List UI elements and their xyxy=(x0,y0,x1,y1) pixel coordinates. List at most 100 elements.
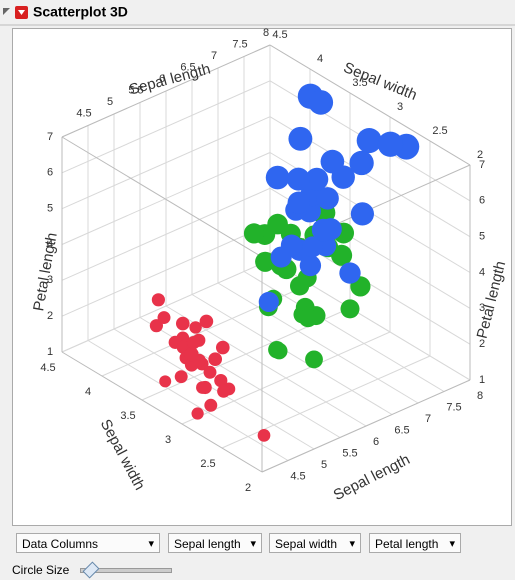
tick-label: 6.5 xyxy=(180,61,195,73)
point xyxy=(217,384,231,398)
box-edge xyxy=(61,44,271,138)
tick-label: 3.5 xyxy=(352,77,367,89)
point xyxy=(377,131,404,157)
point xyxy=(204,398,218,412)
point xyxy=(287,191,311,214)
point xyxy=(308,90,334,115)
grid-line xyxy=(181,331,391,425)
tick-label: 3 xyxy=(165,434,171,446)
box-edge xyxy=(61,351,263,473)
point xyxy=(184,347,199,362)
tick-label: 6.5 xyxy=(394,424,409,436)
point xyxy=(316,187,339,210)
tick-label: 4 xyxy=(85,386,91,398)
point xyxy=(339,262,361,284)
tick-label: 7 xyxy=(425,413,431,425)
point xyxy=(214,374,228,388)
tick-label: 7.5 xyxy=(446,401,461,413)
tick-label: 1 xyxy=(47,346,53,358)
point xyxy=(157,311,171,325)
tick-label: 4.5 xyxy=(40,362,55,374)
title: Scatterplot 3D xyxy=(33,4,128,20)
tick-label: 4.5 xyxy=(290,470,305,482)
columns-dropdown[interactable]: Data Columns xyxy=(16,533,160,554)
circle-size-slider[interactable] xyxy=(80,568,172,573)
collapse-toggle[interactable] xyxy=(3,8,10,15)
tick-label: 2 xyxy=(245,482,251,494)
z-dropdown[interactable]: Petal length xyxy=(369,533,461,554)
point xyxy=(149,319,163,333)
point xyxy=(174,370,188,384)
tick-label: 3.5 xyxy=(120,410,135,422)
y-dropdown[interactable]: Sepal width xyxy=(269,533,361,554)
point xyxy=(305,350,323,369)
grid-line xyxy=(221,355,431,449)
tick-label: 7 xyxy=(211,50,217,62)
tick-label: 5 xyxy=(321,459,327,471)
tick-label: 6 xyxy=(479,195,485,207)
tick-label: 7.5 xyxy=(232,38,247,50)
tick-label: 4.5 xyxy=(76,107,91,119)
tick-label: 4 xyxy=(47,238,53,250)
x-dropdown[interactable]: Sepal length xyxy=(168,533,262,554)
point xyxy=(203,365,217,379)
point xyxy=(175,316,190,331)
tick-label: 3 xyxy=(479,302,485,314)
point xyxy=(199,314,214,329)
tick-label: 6 xyxy=(159,73,165,85)
tick-label: 3 xyxy=(47,274,53,286)
tick-label: 6 xyxy=(373,436,379,448)
point xyxy=(258,291,279,312)
tick-label: 6 xyxy=(47,167,53,179)
grid-line xyxy=(113,328,315,450)
menu-arrow xyxy=(18,10,25,15)
tick-label: 5 xyxy=(479,231,485,243)
point xyxy=(301,236,323,258)
tick-label: 5.5 xyxy=(342,447,357,459)
tick-label: 5 xyxy=(107,96,113,108)
point xyxy=(288,126,313,151)
tick-label: 7 xyxy=(47,131,53,143)
point xyxy=(255,251,276,272)
grid-line xyxy=(61,116,271,210)
grid-line xyxy=(191,294,393,415)
point xyxy=(191,407,204,420)
grid-line xyxy=(61,259,271,353)
point xyxy=(305,167,329,191)
point xyxy=(340,299,360,319)
point xyxy=(198,380,212,395)
point xyxy=(320,149,345,174)
tick-label: 2 xyxy=(479,338,485,350)
point xyxy=(299,254,322,277)
tick-label: 2.5 xyxy=(200,458,215,470)
point xyxy=(311,218,335,242)
point xyxy=(208,352,223,367)
point xyxy=(151,293,165,307)
grid-line xyxy=(61,152,271,245)
tick-label: 8 xyxy=(263,27,269,39)
point xyxy=(298,308,318,328)
circle-size-label: Circle Size xyxy=(12,563,70,577)
grid-line xyxy=(87,340,289,461)
tick-label: 4 xyxy=(317,53,323,65)
point xyxy=(356,128,382,154)
grid-line xyxy=(61,223,271,317)
point xyxy=(349,150,374,176)
box-edge xyxy=(261,379,471,473)
tick-label: 5 xyxy=(47,203,53,215)
tick-label: 3 xyxy=(397,101,403,113)
point xyxy=(243,223,265,244)
box-edge xyxy=(61,136,263,258)
tick-label: 2.5 xyxy=(432,125,447,137)
tick-label: 8 xyxy=(477,390,483,402)
point xyxy=(215,340,230,355)
tick-label: 2 xyxy=(47,310,53,322)
grid-line xyxy=(61,187,271,281)
point xyxy=(187,336,201,350)
tick-label: 7 xyxy=(479,159,485,171)
point xyxy=(331,244,353,266)
point xyxy=(286,167,310,191)
tick-label: 5.5 xyxy=(128,84,143,96)
